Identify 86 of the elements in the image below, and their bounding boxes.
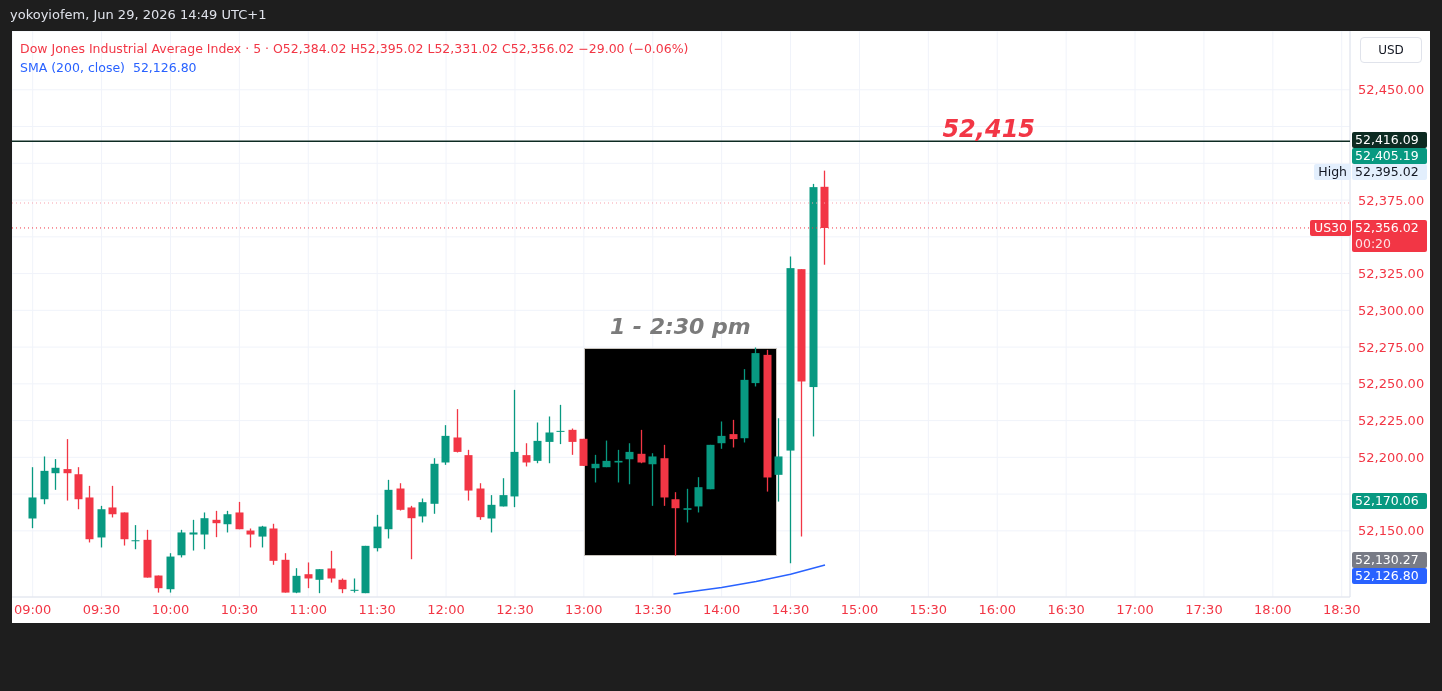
text: 52,405.19 <box>1352 147 1427 164</box>
candlestick <box>499 477 508 508</box>
candlestick <box>396 482 405 512</box>
x-tick-label: 16:30 <box>1047 602 1085 618</box>
annotation: US30 <box>1310 219 1351 236</box>
x-tick-label: 18:30 <box>1323 602 1361 618</box>
candlestick <box>487 494 496 534</box>
candlestick <box>235 501 244 530</box>
x-tick-label: 12:00 <box>427 602 465 618</box>
candlestick <box>223 510 232 534</box>
ref-line-label: 52,415 <box>942 115 1036 144</box>
candlestick <box>625 442 634 485</box>
x-tick-label: 09:30 <box>82 602 121 618</box>
y-tick-label: 52,375.00 <box>1358 192 1425 208</box>
annotation: 52,126.80 <box>132 60 197 75</box>
candlestick <box>246 527 255 549</box>
candlestick <box>292 567 301 594</box>
y-tick-label: 52,450.00 <box>1358 82 1425 98</box>
text: yokoyiofem, Jun 29, 2026 14:49 UTC+1 <box>10 7 267 22</box>
x-tick-label: 17:00 <box>1116 602 1154 618</box>
x-tick-label: 13:30 <box>634 602 672 618</box>
candlestick <box>694 476 703 514</box>
candlestick <box>671 491 680 557</box>
candlestick <box>522 442 531 468</box>
text: 52,170.06 <box>1352 493 1427 510</box>
text: 52,356.02 <box>1355 219 1419 235</box>
candlestick <box>717 420 726 450</box>
text: Dow Jones Industrial Average Index · 5 · O52,384.02 H52,395.02 L52,331.02 C52,356.02 −29.00 (−0.06%) <box>20 40 689 58</box>
x-tick-label: 14:00 <box>702 602 741 618</box>
candlestick <box>200 511 209 550</box>
y-tick-label: 52,150.00 <box>1358 523 1425 539</box>
x-tick-label: 16:00 <box>978 602 1016 618</box>
currency-button: USD <box>1360 37 1422 63</box>
candlestick <box>177 529 186 559</box>
candlestick <box>648 452 657 507</box>
text: 00:20 <box>1355 235 1392 252</box>
x-tick-label: 13:00 <box>565 602 603 618</box>
x-tick-label: 14:30 <box>771 602 810 618</box>
candlestick <box>637 429 646 464</box>
candlestick <box>28 466 37 529</box>
x-tick-label: 17:30 <box>1185 602 1223 618</box>
text: SMA (200, close) <box>20 60 125 75</box>
candlestick <box>453 408 462 454</box>
candlestick <box>63 438 72 502</box>
candlestick <box>533 421 542 464</box>
candlestick <box>591 454 600 484</box>
y-tick-label: 52,300.00 <box>1358 302 1425 318</box>
candlestick <box>373 514 382 553</box>
text: 52,395.02 <box>1352 163 1427 180</box>
text: 52,130.27 <box>1352 551 1427 568</box>
candlestick <box>602 439 611 468</box>
candlestick <box>51 458 60 491</box>
y-tick-label: 52,250.00 <box>1358 376 1425 392</box>
candlestick <box>683 488 692 524</box>
candlestick <box>258 525 267 549</box>
candlestick <box>556 404 565 445</box>
candlestick <box>327 550 336 584</box>
x-tick-label: 15:30 <box>909 602 948 618</box>
x-tick-label: 18:00 <box>1254 602 1292 618</box>
line-series <box>672 564 826 595</box>
band-label: 1 - 2:30 pm <box>608 313 752 339</box>
candlestick <box>189 519 198 552</box>
candlestick <box>131 524 140 550</box>
y-tick-label: 52,200.00 <box>1358 449 1425 465</box>
x-tick-label: 10:30 <box>220 602 259 618</box>
candlestick <box>774 417 783 503</box>
candlestick <box>407 505 416 560</box>
x-tick-label: 15:00 <box>840 602 879 618</box>
text: 52,416.09 <box>1352 131 1427 148</box>
candlestick <box>108 485 117 519</box>
candlestick <box>418 497 427 524</box>
text: 52,126.80 <box>1355 567 1419 583</box>
candlestick <box>729 419 738 449</box>
x-tick-label: 10:00 <box>151 602 190 618</box>
candlestick <box>568 427 577 456</box>
x-tick-label: 12:30 <box>496 602 534 618</box>
y-tick-label: 52,275.00 <box>1358 339 1425 355</box>
y-tick-label: 52,225.00 <box>1358 413 1425 429</box>
annotation: High <box>1314 163 1351 180</box>
candlestick <box>545 415 554 464</box>
x-tick-label: 09:00 <box>13 602 52 618</box>
x-tick-label: 11:30 <box>358 602 396 618</box>
y-tick-label: 52,325.00 <box>1358 266 1425 282</box>
candlestick <box>315 568 324 594</box>
x-tick-label: 11:00 <box>289 602 327 618</box>
candlestick <box>304 561 313 589</box>
